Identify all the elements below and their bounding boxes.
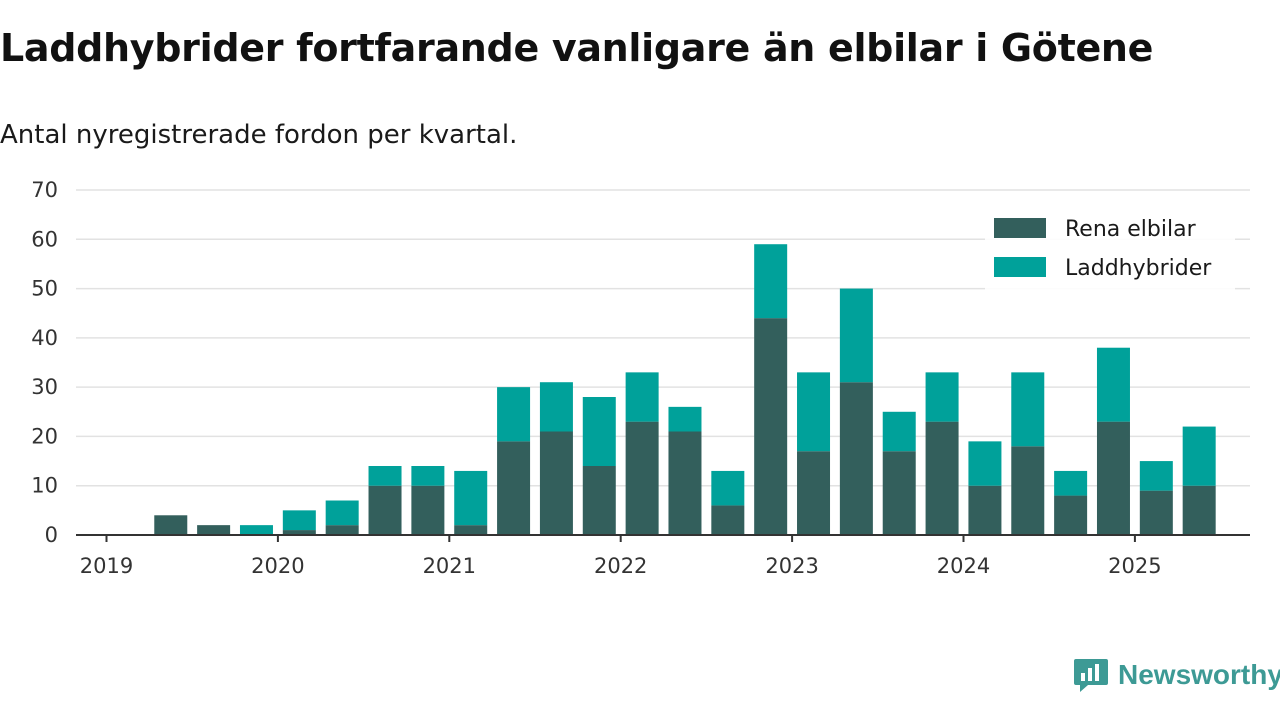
bar-rena-elbilar	[754, 318, 788, 535]
bar-laddhybrider	[368, 466, 402, 486]
bar-laddhybrider	[882, 411, 916, 452]
bar-rena-elbilar	[797, 451, 831, 535]
x-tick-label: 2021	[423, 554, 476, 578]
bar-rena-elbilar	[368, 485, 402, 535]
x-tick-label: 2023	[765, 554, 818, 578]
legend-swatch	[994, 218, 1046, 238]
bar-rena-elbilar	[839, 382, 873, 535]
bar-rena-elbilar	[325, 525, 359, 535]
newsworthy-bubble-icon	[1074, 659, 1108, 692]
bar-laddhybrider	[325, 500, 359, 526]
y-tick-label: 70	[31, 178, 58, 202]
bar-laddhybrider	[625, 372, 659, 422]
bar-laddhybrider	[1182, 426, 1216, 486]
bar-rena-elbilar	[668, 431, 702, 535]
bar-laddhybrider	[497, 387, 531, 442]
bar-rena-elbilar	[154, 515, 188, 535]
y-tick-label: 20	[31, 424, 58, 448]
legend-label: Rena elbilar	[1065, 217, 1197, 242]
bar-laddhybrider	[411, 466, 445, 486]
bar-rena-elbilar	[1139, 490, 1173, 535]
x-axis: 2019 2020 2021 2022 2023 2024 2025	[76, 534, 1250, 578]
bar-rena-elbilar	[411, 485, 445, 535]
bar-laddhybrider	[282, 510, 316, 531]
chart-title: Laddhybrider fortfarande vanligare än el…	[0, 26, 1154, 70]
bar-rena-elbilar	[625, 421, 659, 535]
bar-laddhybrider	[754, 244, 788, 319]
legend-label: Laddhybrider	[1065, 256, 1212, 281]
y-tick-label: 10	[31, 474, 58, 498]
bar-rena-elbilar	[197, 525, 231, 535]
bar-laddhybrider	[1096, 347, 1130, 422]
y-tick-label: 30	[31, 375, 58, 399]
bar-rena-elbilar	[1096, 421, 1130, 535]
bar-rena-elbilar	[882, 451, 916, 535]
x-tick-label: 2025	[1108, 554, 1161, 578]
newsworthy-logo: Newsworthy	[1072, 656, 1280, 694]
bar-laddhybrider	[454, 470, 488, 526]
bar-laddhybrider	[582, 397, 616, 466]
x-tick-label: 2022	[594, 554, 647, 578]
bar-laddhybrider	[797, 372, 831, 452]
bar-laddhybrider	[1011, 372, 1045, 447]
bar-rena-elbilar	[1011, 446, 1045, 535]
y-tick-label: 60	[31, 227, 58, 251]
y-tick-label: 40	[31, 326, 58, 350]
bar-rena-elbilar	[282, 530, 316, 535]
bar-rena-elbilar	[582, 466, 616, 535]
legend: Rena elbilar Laddhybrider	[985, 205, 1235, 293]
bar-laddhybrider	[968, 441, 1002, 486]
chart-subtitle: Antal nyregistrerade fordon per kvartal.	[0, 120, 518, 150]
bar-rena-elbilar	[1182, 485, 1216, 535]
bar-laddhybrider	[925, 372, 959, 422]
bar-rena-elbilar	[497, 441, 531, 535]
x-tick-label: 2024	[937, 554, 990, 578]
brand-name: Newsworthy	[1118, 659, 1280, 690]
bar-laddhybrider	[711, 470, 745, 506]
bar-rena-elbilar	[1054, 495, 1088, 535]
legend-swatch	[994, 257, 1046, 277]
bar-rena-elbilar	[968, 485, 1002, 535]
x-tick-label: 2019	[80, 554, 133, 578]
bar-rena-elbilar	[711, 505, 745, 535]
y-tick-label: 50	[31, 277, 58, 301]
bar-rena-elbilar	[925, 421, 959, 535]
bar-laddhybrider	[1139, 461, 1173, 491]
bar-laddhybrider	[668, 406, 702, 432]
bar-rena-elbilar	[454, 525, 488, 535]
bar-laddhybrider	[539, 382, 573, 432]
bar-laddhybrider	[239, 525, 273, 535]
bar-laddhybrider	[1054, 470, 1088, 496]
bar-laddhybrider	[839, 288, 873, 383]
bars	[154, 244, 1216, 535]
y-tick-label: 0	[45, 523, 58, 547]
y-axis-labels: 0 10 20 30 40 50 60 70	[31, 178, 58, 547]
bar-rena-elbilar	[539, 431, 573, 535]
x-tick-label: 2020	[251, 554, 304, 578]
